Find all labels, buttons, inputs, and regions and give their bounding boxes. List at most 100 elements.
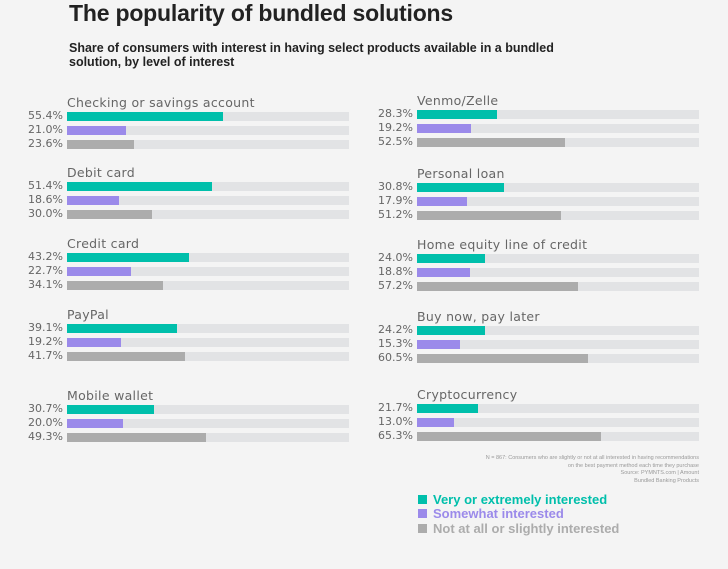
bar-not <box>67 433 207 442</box>
bar-row: 51.2% <box>350 208 700 221</box>
bar-row: 52.5% <box>350 135 700 148</box>
bar-track <box>67 182 349 191</box>
bar-track <box>417 268 699 277</box>
data-label: 20.0% <box>28 416 63 429</box>
bar-somewhat <box>417 197 468 206</box>
legend-label: Somewhat interested <box>433 506 564 522</box>
bar-row: 22.7% <box>0 264 350 277</box>
bar-somewhat <box>417 124 472 133</box>
bar-very <box>67 253 189 262</box>
bar-row: 30.8% <box>350 180 700 193</box>
bar-not <box>417 211 562 220</box>
category-label: Buy now, pay later <box>417 309 540 324</box>
legend-item-not: Not at all or slightly interested <box>418 521 619 536</box>
bar-somewhat <box>67 419 124 428</box>
bar-track <box>67 352 349 361</box>
category-label: Venmo/Zelle <box>417 93 499 108</box>
bar-track <box>417 197 699 206</box>
data-label: 23.6% <box>28 137 63 150</box>
bar-track <box>417 110 699 119</box>
data-label: 43.2% <box>28 250 63 263</box>
bar-somewhat <box>67 126 127 135</box>
bar-very <box>67 324 178 333</box>
bar-very <box>67 182 212 191</box>
bar-row: 28.3% <box>350 107 700 120</box>
bar-somewhat <box>417 418 454 427</box>
bar-row: 21.7% <box>350 401 700 414</box>
bar-track <box>67 253 349 262</box>
bar-very <box>417 326 486 335</box>
legend: Very or extremely interested Somewhat in… <box>418 492 619 536</box>
bar-track <box>417 124 699 133</box>
category-label: Mobile wallet <box>67 388 154 403</box>
data-label: 30.0% <box>28 207 63 220</box>
bar-very <box>417 110 497 119</box>
footnote-line: on the best payment method each time the… <box>567 462 699 469</box>
bar-track <box>417 183 699 192</box>
data-label: 65.3% <box>378 429 413 442</box>
data-label: 39.1% <box>28 321 63 334</box>
footnote-line: N = 867: Consumers who are slightly or n… <box>485 455 699 461</box>
bar-track <box>67 281 349 290</box>
bar-track <box>417 254 699 263</box>
bar-track <box>417 138 699 147</box>
category-label: Personal loan <box>417 166 505 181</box>
bar-track <box>67 267 349 276</box>
source-line: Bundled Banking Products <box>634 477 699 484</box>
category-label: Debit card <box>67 165 135 180</box>
data-label: 41.7% <box>28 349 63 362</box>
bar-not <box>417 354 588 363</box>
category-label: Cryptocurrency <box>417 387 518 402</box>
bar-not <box>417 282 579 291</box>
category-label: Home equity line of credit <box>417 237 588 252</box>
bar-row: 30.0% <box>0 207 350 220</box>
bar-row: 19.2% <box>0 335 350 348</box>
bar-track <box>67 405 349 414</box>
bar-row: 24.0% <box>350 251 700 264</box>
bar-somewhat <box>417 340 461 349</box>
bar-track <box>417 282 699 291</box>
data-label: 49.3% <box>28 430 63 443</box>
bar-very <box>67 112 224 121</box>
data-label: 24.0% <box>378 251 413 264</box>
bar-row: 39.1% <box>0 321 350 334</box>
bar-track <box>417 404 699 413</box>
bar-row: 18.6% <box>0 193 350 206</box>
category-label: Credit card <box>67 236 140 251</box>
bar-not <box>67 210 152 219</box>
bar-very <box>417 404 479 413</box>
legend-item-very: Very or extremely interested <box>418 492 619 507</box>
data-label: 55.4% <box>28 109 63 122</box>
data-label: 28.3% <box>378 107 413 120</box>
bar-row: 34.1% <box>0 278 350 291</box>
bar-row: 13.0% <box>350 415 700 428</box>
data-label: 19.2% <box>378 121 413 134</box>
chart-title: The popularity of bundled solutions <box>69 0 453 26</box>
bar-row: 15.3% <box>350 337 700 350</box>
data-label: 52.5% <box>378 135 413 148</box>
legend-item-somewhat: Somewhat interested <box>418 506 619 522</box>
bar-row: 19.2% <box>350 121 700 134</box>
source-line: Source: PYMNTS.com | Amount <box>620 470 699 476</box>
footnote: N = 867: Consumers who are slightly or n… <box>369 455 699 485</box>
bar-row: 17.9% <box>350 194 700 207</box>
data-label: 60.5% <box>378 351 413 364</box>
legend-label: Not at all or slightly interested <box>433 520 620 536</box>
bar-track <box>67 126 349 135</box>
bar-somewhat <box>417 268 471 277</box>
bar-row: 51.4% <box>0 179 350 192</box>
legend-swatch-not <box>418 523 427 533</box>
bar-row: 65.3% <box>350 429 700 442</box>
bar-row: 18.8% <box>350 265 700 278</box>
bar-track <box>417 354 699 363</box>
bar-track <box>417 211 699 220</box>
bar-somewhat <box>67 267 131 276</box>
bar-row: 23.6% <box>0 137 350 150</box>
bar-row: 43.2% <box>0 250 350 263</box>
bar-very <box>67 405 154 414</box>
data-label: 18.6% <box>28 193 63 206</box>
bar-track <box>67 419 349 428</box>
data-label: 24.2% <box>378 323 413 336</box>
bar-track <box>67 324 349 333</box>
bar-not <box>67 140 134 149</box>
